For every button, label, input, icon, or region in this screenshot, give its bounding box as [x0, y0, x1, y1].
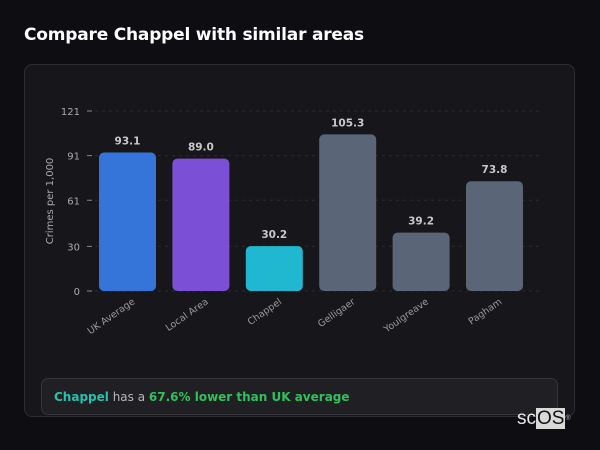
x-tick-label: UK Average — [86, 296, 138, 337]
y-tick-label: 121 — [61, 107, 80, 118]
bar-youlgreave — [392, 232, 450, 291]
summary-middle: has a — [108, 390, 149, 404]
x-tick-label: Local Area — [164, 296, 211, 333]
logo-text-b: OS — [536, 408, 566, 429]
summary-area: Chappel — [54, 390, 109, 404]
data-label: 39.2 — [408, 216, 434, 228]
bar-gelligaer — [319, 134, 377, 291]
scos-logo: scOS® — [517, 408, 571, 429]
y-tick-label: 0 — [74, 287, 80, 298]
summary-box: Chappel has a 67.6% lower than UK averag… — [41, 378, 558, 415]
y-tick-label: 61 — [67, 196, 80, 207]
page-title: Compare Chappel with similar areas — [24, 25, 364, 45]
x-tick-label: Pagham — [467, 296, 505, 327]
y-tick-label: 91 — [67, 152, 80, 163]
y-axis-label: Crimes per 1,000 — [45, 158, 56, 245]
data-label: 105.3 — [331, 117, 364, 129]
y-tick-label: 30 — [67, 242, 80, 253]
logo-text-a: sc — [517, 408, 536, 429]
data-label: 73.8 — [482, 164, 508, 176]
x-tick-label: Youlgreave — [381, 296, 431, 335]
data-label: 30.2 — [261, 229, 287, 241]
logo-mark: ® — [565, 415, 571, 422]
bar-chappel — [245, 246, 303, 291]
summary-comparison: 67.6% lower than UK average — [148, 390, 350, 404]
data-label: 89.0 — [188, 142, 214, 154]
bar-pagham — [466, 181, 523, 291]
data-label: 93.1 — [115, 136, 141, 148]
bar-local-area — [172, 158, 230, 291]
x-tick-label: Chappel — [246, 296, 284, 327]
bar-uk-average — [99, 152, 156, 291]
x-tick-label: Gelligaer — [316, 296, 357, 330]
